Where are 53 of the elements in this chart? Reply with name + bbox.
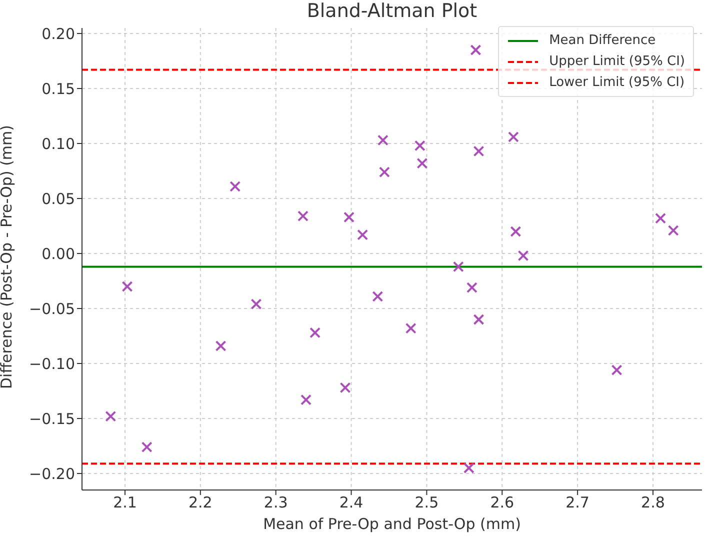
point bbox=[655, 212, 666, 224]
point bbox=[510, 226, 522, 237]
point bbox=[250, 298, 262, 310]
legend-label: Lower Limit (95% CI) bbox=[549, 75, 685, 90]
point bbox=[344, 212, 355, 223]
y-axis-title: Difference (Post-Op - Pre-Op) (mm) bbox=[0, 125, 16, 389]
point bbox=[473, 314, 484, 325]
y-tick-label: 0.20 bbox=[42, 24, 75, 43]
point bbox=[473, 146, 484, 157]
x-axis-title: Mean of Pre-Op and Post-Op (mm) bbox=[263, 515, 521, 533]
point bbox=[508, 131, 519, 142]
y-tick-label: 0.00 bbox=[42, 244, 75, 263]
point bbox=[377, 134, 388, 146]
y-tick-label: −0.10 bbox=[29, 354, 75, 373]
chart-title: Bland-Altman Plot bbox=[306, 0, 478, 22]
point bbox=[416, 158, 428, 169]
y-tick-label: 0.10 bbox=[42, 134, 75, 153]
point bbox=[466, 282, 478, 294]
y-tick-label: −0.15 bbox=[29, 410, 75, 428]
point bbox=[414, 140, 426, 152]
point bbox=[105, 410, 116, 422]
point bbox=[310, 327, 321, 338]
point bbox=[611, 364, 622, 376]
point bbox=[463, 462, 474, 474]
y-tick-label: −0.20 bbox=[29, 464, 75, 483]
x-tick-label: 2.4 bbox=[339, 494, 364, 512]
legend-label: Mean Difference bbox=[549, 33, 656, 48]
point bbox=[405, 322, 416, 334]
x-tick-label: 2.3 bbox=[264, 494, 288, 512]
ref-line-label: Upper Limit (95% CI) bbox=[549, 54, 685, 69]
x-tick-label: 2.1 bbox=[113, 494, 137, 512]
point bbox=[298, 210, 308, 222]
point bbox=[452, 261, 464, 272]
x-tick-label: 2.5 bbox=[414, 494, 439, 512]
x-tick-label: 2.8 bbox=[641, 494, 665, 512]
point bbox=[357, 229, 368, 240]
x-tick-label: 2.6 bbox=[490, 494, 514, 512]
point bbox=[215, 340, 226, 352]
x-tick-label: 2.2 bbox=[188, 494, 212, 512]
y-tick-label: 0.05 bbox=[42, 190, 75, 208]
y-tick-label: 0.15 bbox=[42, 80, 75, 98]
point bbox=[340, 382, 351, 394]
y-tick-label: −0.05 bbox=[29, 300, 75, 318]
point bbox=[378, 166, 390, 178]
point bbox=[141, 442, 152, 453]
point bbox=[518, 250, 529, 262]
x-tick-label: 2.7 bbox=[566, 494, 590, 512]
point bbox=[300, 394, 312, 406]
point bbox=[230, 180, 241, 192]
point bbox=[122, 281, 133, 292]
point bbox=[668, 224, 679, 236]
point bbox=[470, 44, 482, 56]
point bbox=[372, 290, 384, 302]
